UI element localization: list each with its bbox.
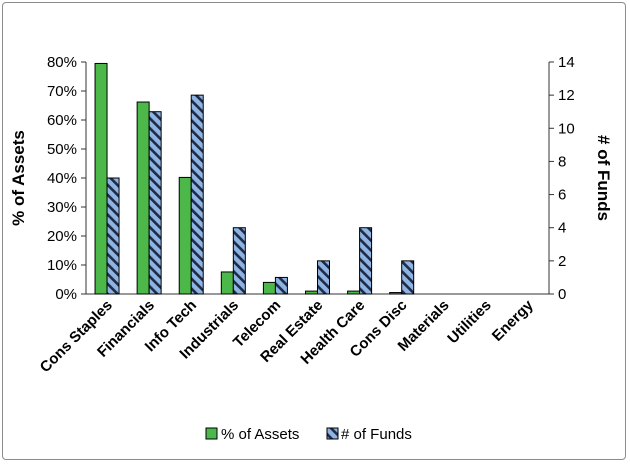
bar-pct-assets <box>262 281 276 295</box>
left-y-ticks: 0% 10% 20% 30% 40% 50% 60% 70% 80% <box>47 54 86 303</box>
bars <box>94 62 415 295</box>
left-tick-label: 50% <box>47 141 77 158</box>
left-axis-title: % of Assets <box>9 130 28 226</box>
left-tick-label: 70% <box>47 83 77 100</box>
left-tick-label: 60% <box>47 112 77 129</box>
legend-label-funds: # of Funds <box>341 426 412 443</box>
legend: % of Assets # of Funds <box>205 426 412 443</box>
bar-num-funds <box>190 94 204 295</box>
right-tick-label: 0 <box>558 286 566 303</box>
right-tick-label: 6 <box>558 187 566 204</box>
right-tick-label: 4 <box>558 220 566 237</box>
bar-pct-assets <box>389 292 403 295</box>
bar-num-funds <box>317 260 330 295</box>
left-tick-label: 20% <box>47 228 77 245</box>
bar-num-funds <box>274 276 288 295</box>
right-tick-label: 8 <box>558 153 566 170</box>
bar-num-funds <box>401 260 415 295</box>
bar-pct-assets <box>220 271 234 295</box>
legend-swatch-funds <box>326 427 339 440</box>
bar-pct-assets <box>347 290 361 295</box>
bar-pct-assets <box>305 290 318 295</box>
left-tick-label: 30% <box>47 199 77 216</box>
bar-num-funds <box>106 177 120 295</box>
right-tick-label: 10 <box>558 120 575 137</box>
right-y-ticks: 0 2 4 6 8 10 12 14 <box>549 54 575 303</box>
right-tick-label: 2 <box>558 253 566 270</box>
right-axis-title: # of Funds <box>594 135 613 221</box>
right-tick-label: 12 <box>558 87 575 104</box>
bar-pct-assets <box>94 62 108 295</box>
bar-num-funds <box>359 227 373 295</box>
category-label: Energy <box>489 296 537 344</box>
left-tick-label: 10% <box>47 257 77 274</box>
left-tick-label: 80% <box>47 54 77 71</box>
category-label: Cons Staples <box>37 297 116 376</box>
legend-swatch-assets <box>205 427 218 440</box>
left-tick-label: 40% <box>47 170 77 187</box>
bar-pct-assets <box>136 101 150 295</box>
category-label: Utilities <box>444 297 494 347</box>
left-tick-label: 0% <box>55 286 77 303</box>
bar-num-funds <box>232 227 246 295</box>
right-tick-label: 14 <box>558 54 575 71</box>
legend-label-assets: % of Assets <box>221 426 299 443</box>
bar-pct-assets <box>178 176 192 295</box>
bar-num-funds <box>148 111 162 295</box>
